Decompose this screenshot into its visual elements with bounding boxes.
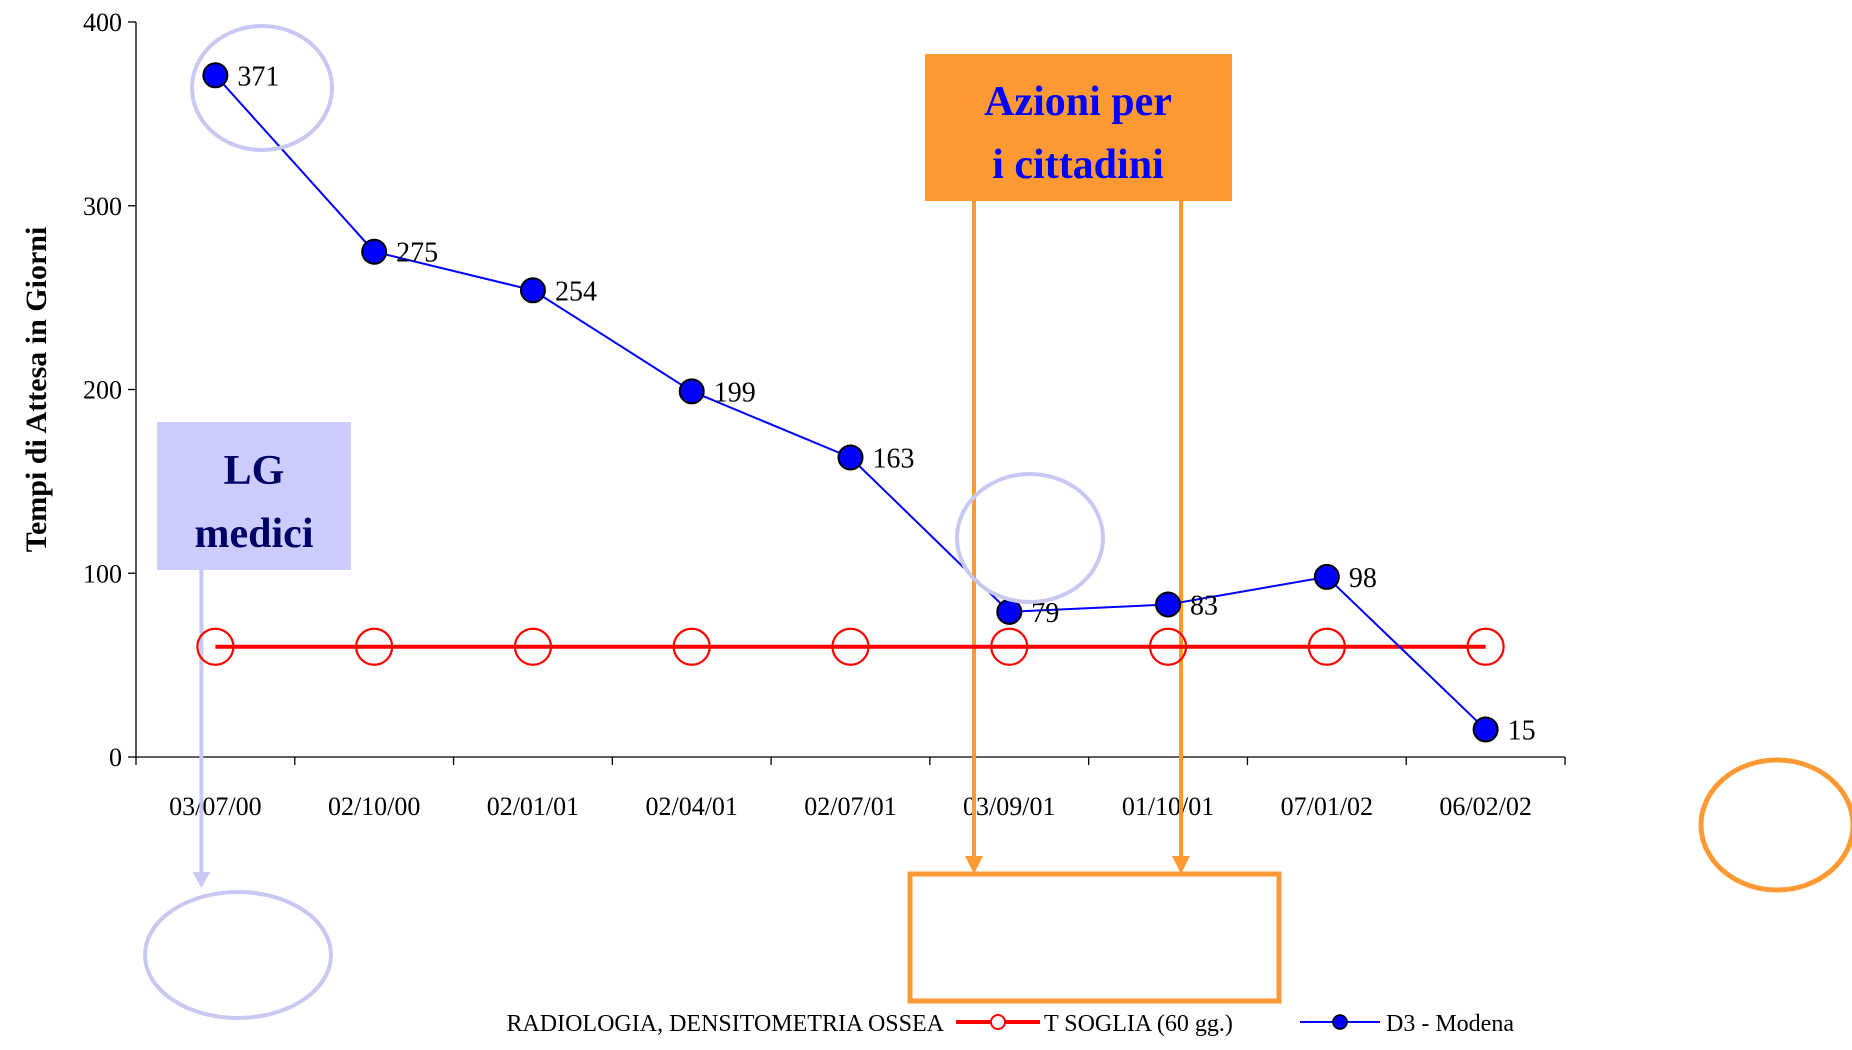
threshold-point: [1466, 627, 1505, 666]
threshold-point: [355, 627, 394, 666]
data-point: [996, 598, 1023, 625]
data-label: 275: [396, 238, 438, 269]
threshold-point: [1307, 627, 1346, 666]
threshold-point: [990, 627, 1029, 666]
azioni-annotation-line1: Azioni per: [984, 79, 1172, 125]
data-point: [361, 238, 388, 265]
data-label: 254: [555, 276, 597, 307]
data-label: 98: [1349, 563, 1377, 594]
highlight-ellipse-category: [143, 890, 333, 1020]
main-series: [202, 62, 1499, 743]
azioni-annotation-box: [925, 54, 1232, 201]
legend-threshold-label: T SOGLIA (60 gg.): [1044, 1011, 1233, 1037]
x-tick-label: 06/02/02: [1439, 792, 1531, 821]
data-point: [519, 277, 546, 304]
data-label: 371: [237, 61, 279, 92]
data-point: [837, 444, 864, 471]
x-tick-label: 07/01/02: [1281, 792, 1373, 821]
threshold-point: [831, 627, 870, 666]
y-axis-title: Tempi di Attesa in Giorni: [20, 227, 53, 553]
data-point: [1472, 716, 1499, 743]
legend-series-label: D3 - Modena: [1386, 1011, 1514, 1037]
data-label: 199: [714, 377, 756, 408]
lg-annotation-box: [157, 422, 351, 570]
data-label: 15: [1508, 715, 1536, 746]
data-label: 83: [1190, 590, 1218, 621]
x-tick-label: 01/10/01: [1122, 792, 1214, 821]
data-point: [1155, 591, 1182, 618]
series-line: [214, 74, 1487, 731]
highlight-ellipse-mid: [955, 472, 1105, 604]
y-tick-label: 0: [109, 743, 122, 772]
x-tick-label: 03/09/01: [963, 792, 1055, 821]
legend-prefix: RADIOLOGIA, DENSITOMETRIA OSSEA: [506, 1011, 944, 1037]
legend-threshold-swatch-marker: [990, 1014, 1006, 1030]
legend: RADIOLOGIA, DENSITOMETRIA OSSEA T SOGLIA …: [506, 1011, 1514, 1037]
y-tick-label: 100: [83, 559, 122, 588]
axes: 0 100 200 300 400 03/07/00 02/10/00 02/01/01 02/…: [20, 8, 1566, 821]
data-point: [1313, 563, 1340, 590]
highlight-ellipse-last: [1698, 757, 1852, 893]
y-tick-label: 400: [83, 8, 122, 37]
lg-arrow-head: [192, 872, 211, 888]
azioni-category-frame: [907, 871, 1282, 1004]
data-point: [678, 378, 705, 405]
threshold-point: [513, 627, 553, 666]
threshold-series: [196, 627, 1505, 666]
highlight-ellipse-first: [190, 24, 334, 152]
data-point: [202, 62, 229, 89]
threshold-point: [672, 627, 711, 666]
lg-annotation-line1: LG: [224, 448, 285, 494]
annotation-layer: LG medici Azioni per i cittadini: [157, 54, 1282, 1004]
legend-series-swatch-marker: [1332, 1014, 1348, 1030]
azioni-annotation-line2: i cittadini: [992, 142, 1164, 188]
y-tick-label: 300: [83, 192, 122, 221]
threshold-point: [1148, 627, 1188, 666]
azioni-arrow-head: [1172, 856, 1190, 874]
x-tick-label: 02/04/01: [645, 792, 737, 821]
azioni-arrow-head: [965, 856, 983, 874]
y-tick-label: 200: [83, 376, 122, 405]
lg-annotation-line2: medici: [195, 511, 314, 557]
data-label: 163: [873, 443, 915, 474]
x-tick-label: 02/07/01: [804, 792, 896, 821]
threshold-point: [196, 627, 235, 666]
x-tick-label: 02/01/01: [487, 792, 579, 821]
highlight-front-layer: [143, 24, 1852, 1020]
x-tick-label: 03/07/00: [169, 792, 261, 821]
x-tick-label: 02/10/00: [328, 792, 420, 821]
